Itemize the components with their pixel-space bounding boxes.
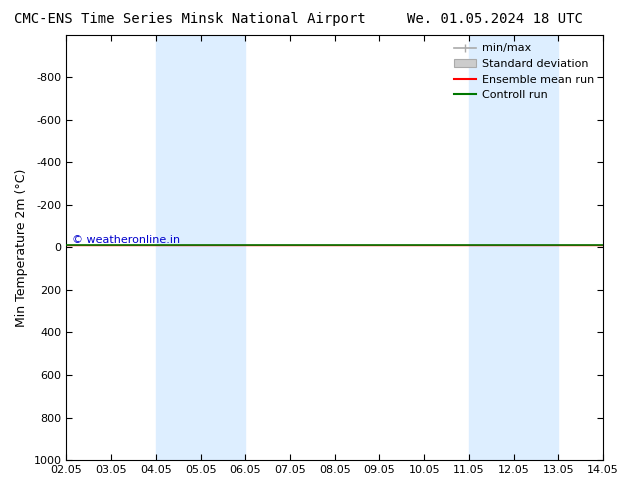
Text: We. 01.05.2024 18 UTC: We. 01.05.2024 18 UTC [406,12,583,26]
Bar [156,35,200,460]
Text: CMC-ENS Time Series Minsk National Airport: CMC-ENS Time Series Minsk National Airpo… [15,12,366,26]
Legend: min/max, Standard deviation, Ensemble mean run, Controll run: min/max, Standard deviation, Ensemble me… [451,40,598,103]
Text: © weatheronline.in: © weatheronline.in [72,235,180,245]
Bar [514,35,559,460]
Bar [200,35,245,460]
Y-axis label: Min Temperature 2m (°C): Min Temperature 2m (°C) [15,168,28,326]
Bar [469,35,514,460]
